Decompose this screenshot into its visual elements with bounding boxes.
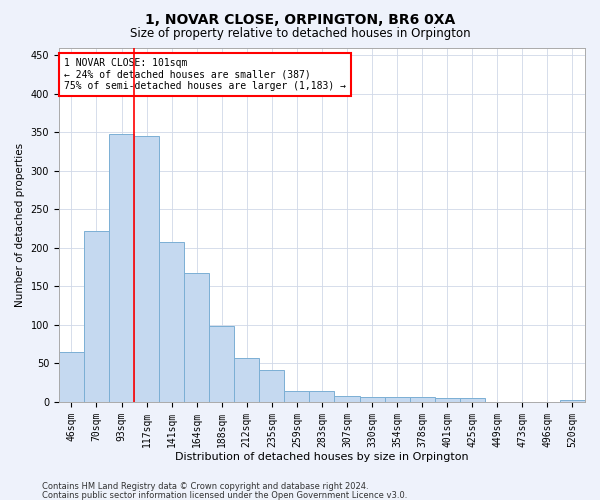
Text: Contains public sector information licensed under the Open Government Licence v3: Contains public sector information licen… xyxy=(42,490,407,500)
Y-axis label: Number of detached properties: Number of detached properties xyxy=(15,142,25,307)
Bar xyxy=(234,358,259,402)
Bar xyxy=(84,231,109,402)
Text: Size of property relative to detached houses in Orpington: Size of property relative to detached ho… xyxy=(130,28,470,40)
Bar xyxy=(359,398,385,402)
Bar xyxy=(159,242,184,402)
Bar xyxy=(209,326,234,402)
Text: 1, NOVAR CLOSE, ORPINGTON, BR6 0XA: 1, NOVAR CLOSE, ORPINGTON, BR6 0XA xyxy=(145,12,455,26)
Bar xyxy=(59,352,84,402)
Text: 1 NOVAR CLOSE: 101sqm
← 24% of detached houses are smaller (387)
75% of semi-det: 1 NOVAR CLOSE: 101sqm ← 24% of detached … xyxy=(64,58,346,92)
Bar xyxy=(259,370,284,402)
Bar xyxy=(434,398,460,402)
Bar xyxy=(109,134,134,402)
Bar xyxy=(310,391,334,402)
Bar xyxy=(410,398,434,402)
Bar xyxy=(385,398,410,402)
Bar xyxy=(334,396,359,402)
Bar xyxy=(460,398,485,402)
Bar xyxy=(560,400,585,402)
Bar xyxy=(284,391,310,402)
Bar xyxy=(134,136,159,402)
Text: Contains HM Land Registry data © Crown copyright and database right 2024.: Contains HM Land Registry data © Crown c… xyxy=(42,482,368,491)
X-axis label: Distribution of detached houses by size in Orpington: Distribution of detached houses by size … xyxy=(175,452,469,462)
Bar xyxy=(184,272,209,402)
